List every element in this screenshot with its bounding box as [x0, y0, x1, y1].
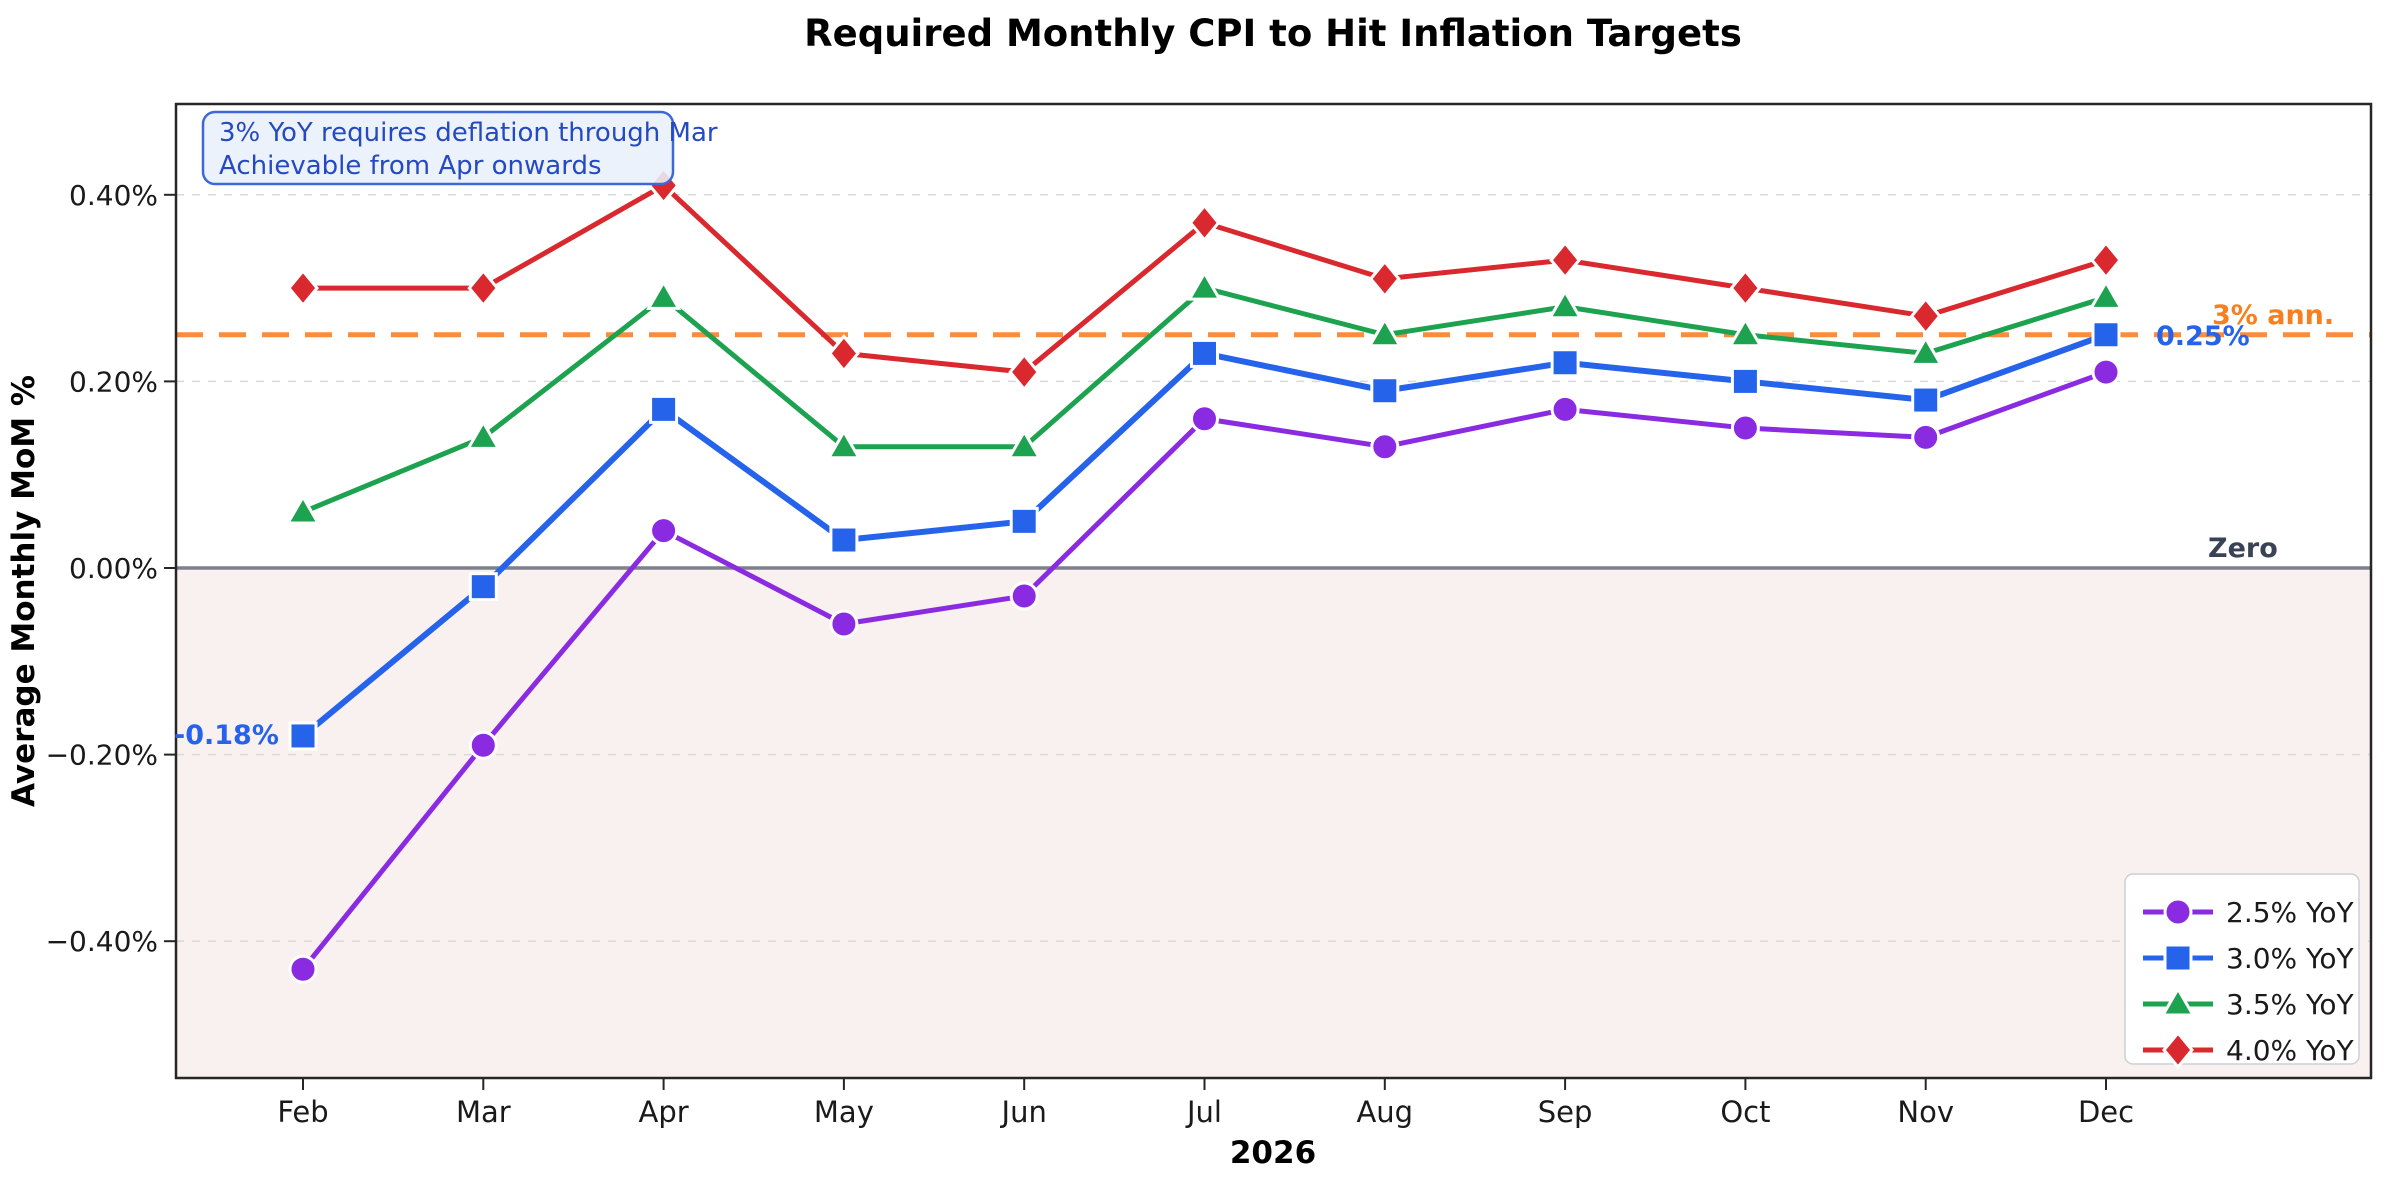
- data-point: [1547, 288, 1583, 320]
- data-point: [1730, 413, 1760, 443]
- legend-marker: [2163, 897, 2193, 927]
- legend-item-3-5-yoy: 3.5% YoY: [2143, 985, 2355, 1021]
- axes: [164, 102, 2373, 1090]
- legend-marker: [2162, 1030, 2194, 1070]
- data-point: [467, 268, 500, 308]
- series-3-0-yoy: [288, 320, 2121, 751]
- data-point: [649, 516, 679, 546]
- annotation-line-2: Achievable from Apr onwards: [219, 151, 602, 181]
- plot-background: [176, 104, 2371, 1078]
- data-point: [827, 334, 860, 373]
- data-point: [1549, 240, 1582, 280]
- y-tick-label: −0.20%: [46, 739, 158, 772]
- plot-border: [174, 102, 2373, 1080]
- legend-label: 4.0% YoY: [2226, 1034, 2355, 1067]
- x-tick-label: Jul: [1185, 1095, 1222, 1129]
- legend-marker: [2163, 943, 2193, 973]
- chart-title: Required Monthly CPI to Hit Inflation Ta…: [804, 12, 1742, 55]
- data-point: [1727, 316, 1763, 348]
- data-point: [1911, 422, 1941, 452]
- data-point: [287, 268, 319, 308]
- data-point: [1009, 506, 1039, 536]
- legend: 2.5% YoY 3.0% YoY 3.5% YoY 4.0% YoY: [2124, 873, 2360, 1070]
- series-3-5-yoy: [285, 270, 2124, 525]
- data-point: [1188, 203, 1221, 243]
- data-point: [826, 428, 862, 460]
- legend-marker: [2160, 985, 2196, 1017]
- legend-item-2-5-yoy: 2.5% YoY: [2143, 896, 2355, 929]
- legend-item-4-0-yoy: 4.0% YoY: [2143, 1030, 2355, 1070]
- legend-label: 3.5% YoY: [2226, 988, 2355, 1021]
- data-point: [285, 494, 321, 525]
- data-point: [1909, 296, 1942, 336]
- data-point: [1368, 259, 1401, 299]
- target-line-label: 3% ann.: [2212, 300, 2334, 331]
- legend-label: 2.5% YoY: [2226, 896, 2355, 929]
- data-point: [649, 394, 679, 424]
- x-tick-label: May: [814, 1095, 874, 1129]
- x-tick-label: Sep: [1538, 1095, 1593, 1129]
- data-point: [1008, 352, 1041, 392]
- x-tick-label: Dec: [2078, 1095, 2134, 1129]
- data-point: [829, 609, 859, 639]
- legend-label: 3.0% YoY: [2226, 942, 2355, 975]
- y-axis-label: Average Monthly MoM %: [6, 375, 42, 807]
- data-point: [2091, 320, 2121, 350]
- data-point: [1550, 348, 1580, 378]
- data-point: [468, 730, 498, 760]
- data-point: [1006, 428, 1042, 460]
- series-2-5-yoy: [288, 357, 2121, 984]
- data-point: [829, 525, 859, 555]
- data-point: [2091, 357, 2121, 387]
- annotation-line-1: 3% YoY requires deflation through Mar: [219, 118, 718, 148]
- x-axis-label: 2026: [1230, 1135, 1316, 1171]
- y-tick-label: −0.40%: [46, 925, 158, 958]
- data-point: [468, 572, 498, 602]
- x-tick-label: Nov: [1897, 1095, 1954, 1129]
- data-point: [1190, 338, 1219, 368]
- end-value-label: 0.25%: [2156, 321, 2250, 352]
- x-tick-label: Apr: [639, 1095, 689, 1129]
- data-point: [1730, 366, 1760, 396]
- y-tick-label: 0.40%: [69, 179, 158, 212]
- start-value-label: -0.18%: [174, 720, 279, 751]
- x-tick-label: Feb: [277, 1095, 328, 1129]
- x-tick-label: Oct: [1720, 1095, 1770, 1129]
- data-point: [1370, 376, 1400, 406]
- data-point: [1009, 581, 1039, 611]
- x-tick-label: Mar: [456, 1095, 511, 1129]
- data-point: [2088, 279, 2124, 310]
- data-point: [2090, 240, 2122, 280]
- data-point: [1911, 385, 1941, 415]
- reference-lines: [176, 332, 2371, 570]
- data-point: [1370, 432, 1400, 462]
- legend-item-3-0-yoy: 3.0% YoY: [2143, 942, 2355, 975]
- data-point: [1367, 316, 1403, 348]
- data-point: [288, 721, 318, 751]
- data-point: [1186, 270, 1223, 301]
- data-point: [465, 419, 501, 450]
- x-tick-label: Aug: [1356, 1095, 1413, 1129]
- data-point: [1908, 335, 1944, 366]
- data-point: [1729, 268, 1762, 308]
- y-tick-label: 0.00%: [69, 552, 158, 585]
- y-tick-label: 0.20%: [69, 365, 158, 398]
- tick-labels: Feb Mar Apr May Jun Jul Aug Sep Oct Nov Dec 0.40% 0.…: [46, 179, 2134, 1129]
- annotation-box-frame: [201, 110, 675, 186]
- data-point: [1190, 404, 1219, 434]
- data-point: [646, 279, 682, 310]
- x-tick-label: Jun: [1000, 1095, 1047, 1129]
- data-point: [288, 954, 318, 984]
- zero-line-label: Zero: [2208, 533, 2278, 564]
- below-zero-region: [176, 568, 2371, 1078]
- annotation-box: 3% YoY requires deflation through Mar Ac…: [201, 110, 718, 186]
- data-point: [1550, 394, 1580, 424]
